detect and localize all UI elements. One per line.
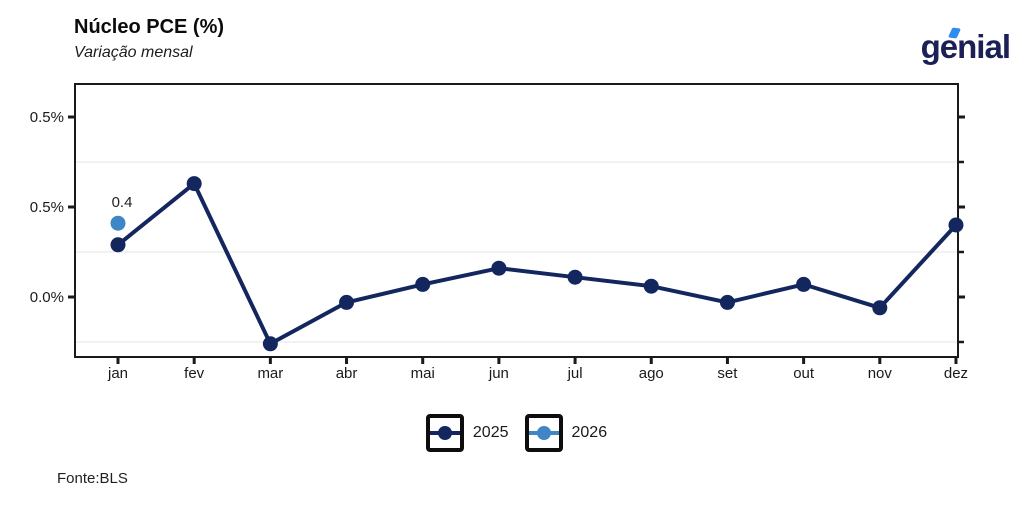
legend-key-2026 (524, 414, 563, 452)
y-tick-label: 0.5% (30, 109, 64, 126)
chart-subtitle: Variação mensal (74, 44, 193, 61)
x-tick-label: jun (488, 365, 509, 382)
chart-legend: 2025 2026 (75, 412, 958, 454)
series-2025-point (643, 278, 659, 294)
series-2025-point (110, 237, 126, 253)
legend-key-2025 (425, 414, 464, 452)
logo-text: genial (920, 28, 1011, 65)
genial-logo: genial (920, 26, 1011, 72)
series-2025-point (491, 260, 507, 276)
x-tick-label: mar (257, 365, 283, 382)
y-tick-label: 0.5% (30, 199, 64, 216)
x-tick-label: dez (944, 365, 968, 382)
panel-border (74, 83, 959, 358)
series-2025-point (186, 176, 202, 192)
x-tick-label: ago (639, 365, 664, 382)
series-2026-point (110, 215, 126, 231)
x-tick-label: nov (868, 365, 893, 382)
point-label: 0.4 (112, 194, 133, 211)
source-note: Fonte:BLS (57, 470, 128, 487)
series-2025-point (948, 217, 964, 233)
legend-label-2026: 2026 (571, 424, 608, 441)
series-2025-point (872, 300, 888, 316)
series-2025-point (339, 294, 355, 310)
series-2025-point (415, 276, 431, 292)
series-2025-line (116, 181, 958, 346)
series-2025-point (719, 294, 735, 310)
legend-dot-swatch (437, 426, 452, 440)
x-tick-label: jul (567, 365, 583, 382)
legend-item-2025: 2025 (425, 414, 509, 452)
x-tick-label: out (793, 365, 815, 382)
series-2025-point (796, 276, 812, 292)
series-2025-point (567, 269, 583, 285)
x-tick-label: set (717, 365, 738, 382)
x-tick-label: mai (411, 365, 435, 382)
y-tick-label: 0.0% (30, 289, 64, 306)
legend-dot-swatch (536, 426, 551, 440)
chart-title: Núcleo PCE (%) (74, 16, 225, 38)
x-tick-label: abr (336, 365, 358, 382)
legend-label-2025: 2025 (472, 424, 509, 441)
series-2025-point (262, 336, 278, 352)
legend-item-2026: 2026 (524, 414, 608, 452)
x-tick-label: fev (184, 365, 205, 382)
x-tick-label: jan (107, 365, 128, 382)
